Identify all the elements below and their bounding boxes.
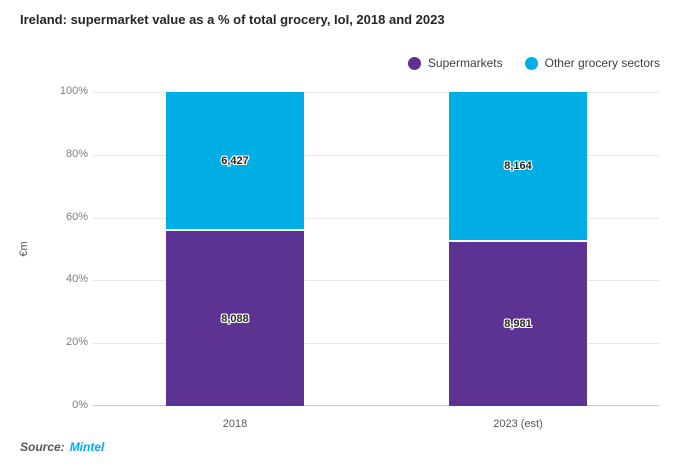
source-link-mintel[interactable]: Mintel <box>69 440 105 454</box>
bar-segment-other-grocery-sectors: 6,427 <box>166 92 304 229</box>
plot-area: 8,088 6,427 8,981 8,164 <box>93 92 659 406</box>
bar-value-label: 8,981 <box>504 318 532 330</box>
y-tick-40%: 40% <box>65 273 88 286</box>
gridline-100% <box>93 92 659 93</box>
legend-item-other-grocery-sectors[interactable]: Other grocery sectors <box>524 56 660 70</box>
legend-swatch-other-grocery-sectors <box>524 56 538 70</box>
legend-swatch-supermarkets <box>407 56 421 70</box>
legend: Supermarkets Other grocery sectors <box>407 56 660 70</box>
bar-segment-supermarkets: 8,088 <box>166 231 304 406</box>
y-tick-20%: 20% <box>65 336 88 349</box>
bar-value-label: 8,164 <box>504 160 532 172</box>
bar-2023-est-: 8,981 8,164 <box>449 92 587 406</box>
gridline-20% <box>93 343 659 345</box>
bar-segment-other-grocery-sectors: 8,164 <box>449 92 587 240</box>
bar-value-label: 8,088 <box>221 312 249 325</box>
y-axis-title: €m <box>18 241 30 257</box>
source-line: Source: Mintel <box>20 440 104 454</box>
gridline-0% <box>93 405 659 406</box>
y-tick-80%: 80% <box>65 147 88 160</box>
legend-label-supermarkets: Supermarkets <box>427 56 503 70</box>
bar-value-label: 6,427 <box>221 154 249 167</box>
legend-label-other-grocery-sectors: Other grocery sectors <box>544 56 660 70</box>
gridline-60% <box>93 217 659 219</box>
y-tick-60%: 60% <box>65 210 88 223</box>
y-tick-100%: 100% <box>59 85 88 97</box>
gridline-80% <box>93 154 659 156</box>
bar-2018: 8,088 6,427 <box>166 92 304 406</box>
x-tick-2018: 2018 <box>222 418 248 430</box>
gridline-40% <box>93 280 659 282</box>
bar-segment-supermarkets: 8,981 <box>449 242 587 406</box>
legend-item-supermarkets[interactable]: Supermarkets <box>407 56 503 70</box>
y-tick-0%: 0% <box>72 399 88 411</box>
chart-title: Ireland: supermarket value as a % of tot… <box>20 12 445 27</box>
x-tick-2023-est-: 2023 (est) <box>493 418 543 430</box>
source-label: Source: <box>20 440 65 454</box>
